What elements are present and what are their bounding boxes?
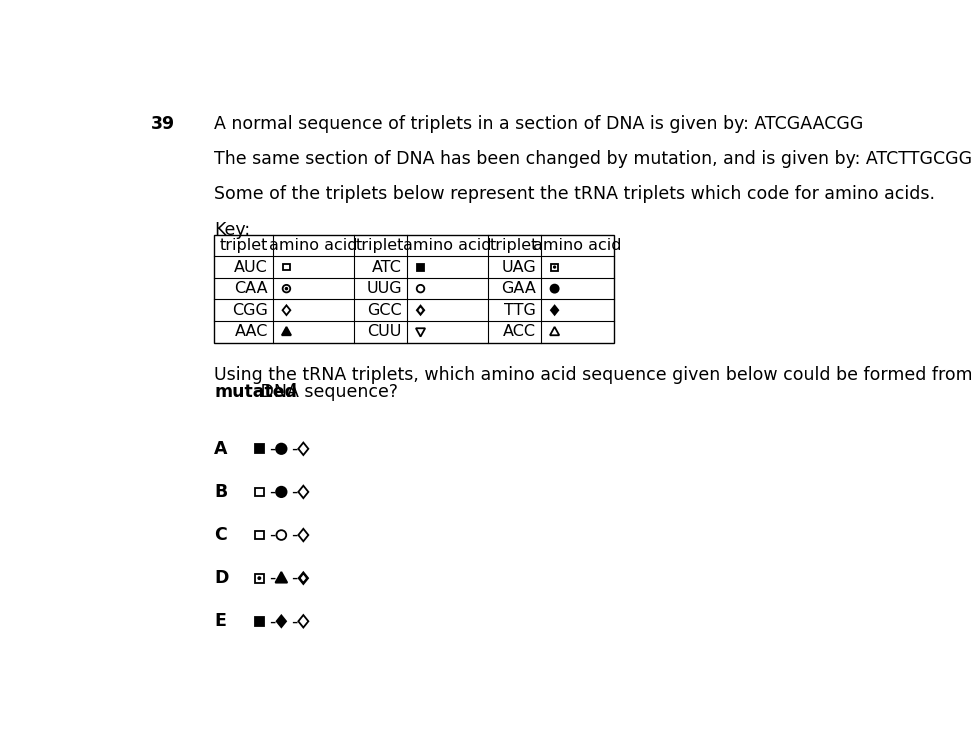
Circle shape	[553, 266, 555, 268]
Text: amino acid: amino acid	[403, 238, 491, 253]
Text: A normal sequence of triplets in a section of DNA is given by: ATCGAACGG: A normal sequence of triplets in a secti…	[215, 116, 864, 133]
Text: amino acid: amino acid	[533, 238, 621, 253]
Text: Some of the triplets below represent the tRNA triplets which code for amino acid: Some of the triplets below represent the…	[215, 185, 935, 203]
Text: -: -	[291, 526, 297, 544]
Text: DNA sequence?: DNA sequence?	[254, 383, 398, 401]
Text: -: -	[269, 612, 275, 630]
Bar	[552, 264, 558, 270]
Text: -: -	[291, 569, 297, 587]
Text: UUG: UUG	[366, 281, 402, 296]
Text: CAA: CAA	[234, 281, 268, 296]
Text: C: C	[215, 526, 227, 544]
Text: 39: 39	[151, 116, 175, 133]
Bar	[417, 264, 424, 270]
Text: D: D	[215, 569, 229, 587]
Text: UAG: UAG	[501, 259, 536, 275]
Text: A: A	[215, 440, 228, 458]
Bar	[254, 573, 264, 583]
Bar	[255, 531, 263, 539]
Polygon shape	[277, 615, 286, 627]
Bar	[215, 235, 615, 343]
Polygon shape	[282, 327, 291, 335]
Polygon shape	[276, 572, 287, 583]
Polygon shape	[551, 306, 558, 315]
Text: The same section of DNA has been changed by mutation, and is given by: ATCTTGCGG: The same section of DNA has been changed…	[215, 150, 971, 168]
Circle shape	[258, 577, 260, 579]
Text: -: -	[269, 526, 275, 544]
Text: ACC: ACC	[503, 324, 536, 339]
Polygon shape	[301, 576, 306, 581]
Circle shape	[276, 486, 286, 497]
Circle shape	[551, 284, 558, 293]
Text: triplet: triplet	[356, 238, 404, 253]
Text: AUC: AUC	[234, 259, 268, 275]
Text: E: E	[215, 612, 226, 630]
Text: GAA: GAA	[501, 281, 536, 296]
Text: GCC: GCC	[367, 303, 402, 318]
Text: amino acid: amino acid	[269, 238, 357, 253]
Text: Key:: Key:	[215, 221, 251, 239]
Circle shape	[276, 444, 286, 454]
Text: ATC: ATC	[372, 259, 402, 275]
Text: CUU: CUU	[368, 324, 402, 339]
Bar	[284, 264, 289, 270]
Text: -: -	[291, 440, 297, 458]
Polygon shape	[419, 308, 422, 312]
Bar	[255, 488, 263, 496]
Text: Using the tRNA triplets, which amino acid sequence given below could be formed f: Using the tRNA triplets, which amino aci…	[215, 366, 971, 384]
Text: B: B	[215, 483, 227, 501]
Bar	[254, 444, 264, 453]
Text: -: -	[269, 569, 275, 587]
Text: CGG: CGG	[232, 303, 268, 318]
Text: TTG: TTG	[504, 303, 536, 318]
Polygon shape	[299, 572, 308, 584]
Text: -: -	[291, 612, 297, 630]
Text: triplet: triplet	[219, 238, 268, 253]
Text: -: -	[269, 440, 275, 458]
Bar	[254, 617, 264, 626]
Circle shape	[285, 287, 287, 290]
Text: triplet: triplet	[490, 238, 539, 253]
Text: AAC: AAC	[234, 324, 268, 339]
Text: -: -	[269, 483, 275, 501]
Text: mutated: mutated	[215, 383, 297, 401]
Polygon shape	[417, 306, 424, 315]
Text: -: -	[291, 483, 297, 501]
